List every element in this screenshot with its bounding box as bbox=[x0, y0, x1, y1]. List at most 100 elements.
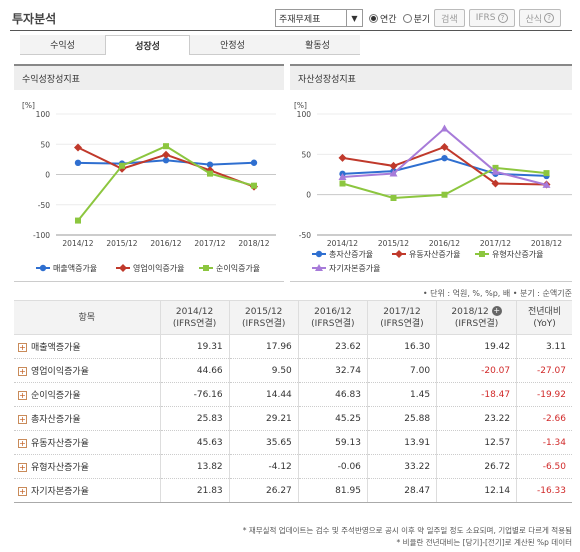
legend-label: 순이익증가율 bbox=[216, 263, 260, 273]
x-tick-label: 2017/12 bbox=[194, 239, 225, 248]
data-point bbox=[441, 191, 448, 198]
row-label: + 영업이익증가율 bbox=[14, 358, 160, 383]
table-cell: 45.25 bbox=[297, 406, 368, 431]
table-cell: 7.00 bbox=[366, 358, 437, 383]
data-point bbox=[39, 264, 47, 272]
expand-plus-icon[interactable]: + bbox=[18, 462, 27, 472]
data-point bbox=[74, 159, 82, 167]
legend-label: 총자산증가율 bbox=[329, 249, 373, 259]
footnote-1: * 재무실적 업데이트는 검수 및 주석반영으로 공시 이후 약 일주일 정도 … bbox=[242, 526, 572, 535]
statement-select[interactable]: 주재무제표 ▼ bbox=[275, 9, 363, 27]
col-header: 2016/12 (IFRS연결) bbox=[297, 300, 368, 335]
table-cell: 13.91 bbox=[366, 430, 437, 455]
radio-selected-icon bbox=[369, 13, 378, 23]
expand-plus-icon[interactable]: + bbox=[18, 414, 27, 424]
col-header: 2014/12 (IFRS연결) bbox=[159, 300, 230, 335]
table-cell: 12.57 bbox=[436, 430, 517, 455]
data-point bbox=[119, 162, 125, 169]
y-axis-unit: [%] bbox=[22, 101, 35, 110]
search-button-label: 검색 bbox=[441, 14, 458, 25]
data-point bbox=[395, 250, 403, 258]
data-point bbox=[338, 173, 347, 181]
x-tick-label: 2016/12 bbox=[150, 239, 181, 248]
table-cell: 26.27 bbox=[228, 478, 299, 503]
table-row: + 유형자산증가율 13.82 -4.12 -0.06 33.22 26.72 -6.50 bbox=[14, 454, 572, 479]
y-axis-unit: [%] bbox=[294, 101, 307, 110]
table-cell: 1.45 bbox=[366, 382, 437, 407]
plus-circle-icon[interactable]: + bbox=[491, 306, 502, 316]
table-cell: 14.44 bbox=[228, 382, 299, 407]
formula-button[interactable]: 산식? bbox=[518, 9, 562, 27]
table-cell: 16.30 bbox=[366, 334, 437, 359]
asset-growth-panel: 자산성장성지표 [%] 100 50 0 -50 2014/12 2015/12 2016/1… bbox=[290, 64, 572, 282]
data-point bbox=[74, 143, 82, 152]
table-cell: 33.22 bbox=[366, 454, 437, 479]
col-header-year: 2014/12 bbox=[175, 306, 214, 317]
x-tick-label: 2015/12 bbox=[106, 239, 137, 248]
chevron-down-icon[interactable]: ▼ bbox=[346, 10, 362, 26]
table-header-row: 항목 2014/12 (IFRS연결) 2015/12 (IFRS연결) 2016/… bbox=[14, 300, 572, 335]
data-point bbox=[162, 150, 170, 159]
data-point bbox=[75, 217, 81, 224]
col-header-yoy: 전년대비 (YoY) bbox=[516, 300, 572, 335]
data-point bbox=[119, 264, 127, 272]
x-tick-label: 2018/12 bbox=[238, 239, 269, 248]
expand-plus-icon[interactable]: + bbox=[18, 342, 27, 352]
table-cell: 25.88 bbox=[366, 406, 437, 431]
tab-growth[interactable]: 성장성 bbox=[105, 35, 190, 55]
legend-label: 자기자본증가율 bbox=[329, 264, 381, 273]
data-point bbox=[251, 182, 257, 189]
data-point bbox=[339, 180, 346, 187]
x-tick-label: 2018/12 bbox=[531, 239, 562, 248]
expand-plus-icon[interactable]: + bbox=[18, 366, 27, 376]
data-point bbox=[315, 264, 323, 271]
table-cell: -2.66 bbox=[516, 406, 572, 431]
y-tick-label: 50 bbox=[40, 140, 50, 149]
data-point bbox=[440, 124, 449, 132]
help-icon: ? bbox=[544, 13, 555, 23]
table-cell: 44.66 bbox=[159, 358, 230, 383]
table-cell: -16.33 bbox=[516, 478, 572, 503]
col-header-basis: (IFRS연결) bbox=[172, 318, 217, 329]
search-button[interactable]: 검색 bbox=[434, 9, 465, 27]
data-point bbox=[163, 143, 169, 150]
expand-plus-icon[interactable]: + bbox=[18, 438, 27, 448]
footnote-2: * 비율란 전년대비는 [당기]-[전기]로 계산된 %p 데이터 bbox=[396, 538, 572, 547]
col-header-yoy-label: 전년대비 bbox=[527, 306, 562, 317]
ifrs-button-label: IFRS bbox=[475, 13, 496, 23]
y-tick-label: 100 bbox=[36, 110, 51, 119]
page-title: 투자분석 bbox=[12, 12, 57, 26]
tab-profitability[interactable]: 수익성 bbox=[20, 35, 105, 55]
table-cell: -20.07 bbox=[436, 358, 517, 383]
x-tick-label: 2014/12 bbox=[62, 239, 93, 248]
x-tick-label: 2016/12 bbox=[429, 239, 460, 248]
statement-select-value: 주재무제표 bbox=[279, 14, 321, 25]
table-row: + 자기자본증가율 21.83 26.27 81.95 28.47 12.14 -16.33 bbox=[14, 478, 572, 503]
data-point bbox=[206, 161, 214, 168]
radio-annual[interactable]: 연간 bbox=[369, 12, 397, 25]
table-cell: 28.47 bbox=[366, 478, 437, 503]
table-cell: -6.50 bbox=[516, 454, 572, 479]
tab-stability[interactable]: 안정성 bbox=[190, 35, 275, 55]
table-cell: 26.72 bbox=[436, 454, 517, 479]
legend-label: 유형자산증가율 bbox=[492, 249, 544, 259]
profit-growth-panel: 수익성장성지표 [%] 100 50 0 -50 -100 2014/12 2015/12 20… bbox=[14, 64, 284, 282]
expand-plus-icon[interactable]: + bbox=[18, 390, 27, 400]
row-label-text: 매출액증가율 bbox=[31, 343, 81, 353]
table-cell: 21.83 bbox=[159, 478, 230, 503]
help-icon: ? bbox=[497, 13, 508, 23]
tab-activity[interactable]: 활동성 bbox=[275, 35, 360, 55]
radio-unselected-icon bbox=[402, 13, 412, 23]
y-tick-label: -50 bbox=[38, 201, 50, 210]
expand-plus-icon[interactable]: + bbox=[18, 486, 27, 496]
data-point bbox=[203, 265, 209, 271]
table-cell: -4.12 bbox=[228, 454, 299, 479]
table-cell: 19.31 bbox=[159, 334, 230, 359]
table-row: + 영업이익증가율 44.66 9.50 32.74 7.00 -20.07 -27.07 bbox=[14, 358, 572, 383]
radio-quarter[interactable]: 분기 bbox=[402, 12, 431, 25]
y-tick-label: -100 bbox=[33, 231, 50, 240]
radio-quarter-label: 분기 bbox=[413, 14, 431, 25]
ifrs-button[interactable]: IFRS? bbox=[468, 9, 515, 27]
table-cell: 25.83 bbox=[159, 406, 230, 431]
col-header-basis: (IFRS연결) bbox=[242, 318, 286, 329]
